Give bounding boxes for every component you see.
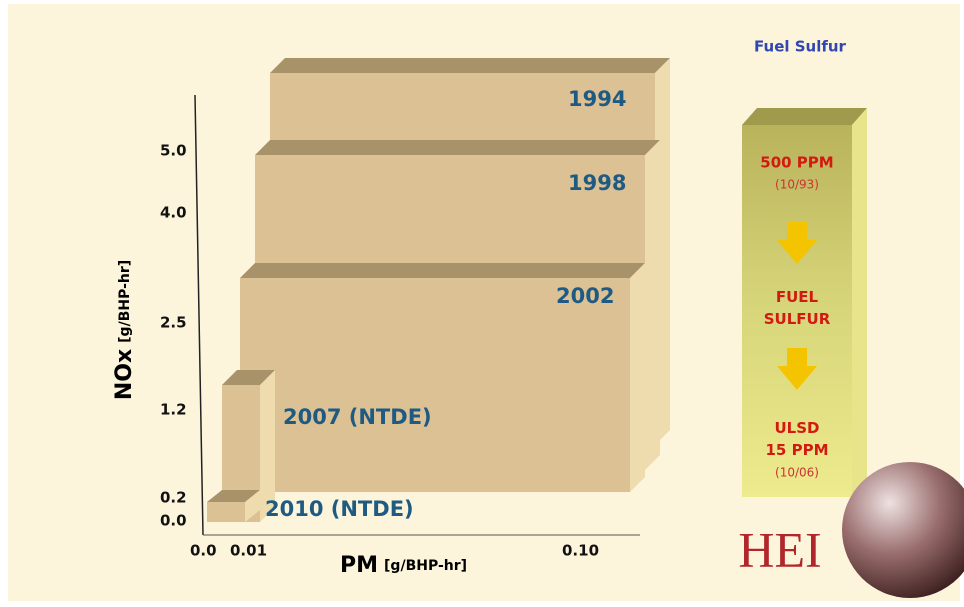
box-label: 1994 [568, 87, 626, 111]
panel-title: Fuel Sulfur [754, 38, 847, 56]
box-label: 2010 (NTDE) [265, 497, 414, 521]
y-tick-label: 1.2 [160, 401, 187, 419]
fuel-label: 500 PPM [760, 154, 833, 172]
y-tick-label: 2.5 [160, 314, 187, 332]
x-tick-label: 0.0 [190, 542, 217, 560]
box-label: 1998 [568, 171, 626, 195]
fuel-date: (10/93) [775, 178, 819, 192]
y-tick-label: 4.0 [160, 204, 187, 222]
x-tick-label: 0.10 [562, 542, 599, 560]
y-tick-label: 0.2 [160, 489, 187, 507]
y-tick-label: 0.0 [160, 512, 187, 530]
box-label: 2002 [556, 284, 614, 308]
logo: HEI [738, 521, 821, 577]
fuel-date: (10/06) [775, 466, 819, 480]
y-tick-label: 5.0 [160, 142, 187, 160]
x-tick-label: 0.01 [230, 542, 267, 560]
box-label: 2007 (NTDE) [283, 405, 432, 429]
slide: 1994 1998 2002 2007 (NTDE) 2010 (NTDE) 5… [0, 0, 964, 607]
